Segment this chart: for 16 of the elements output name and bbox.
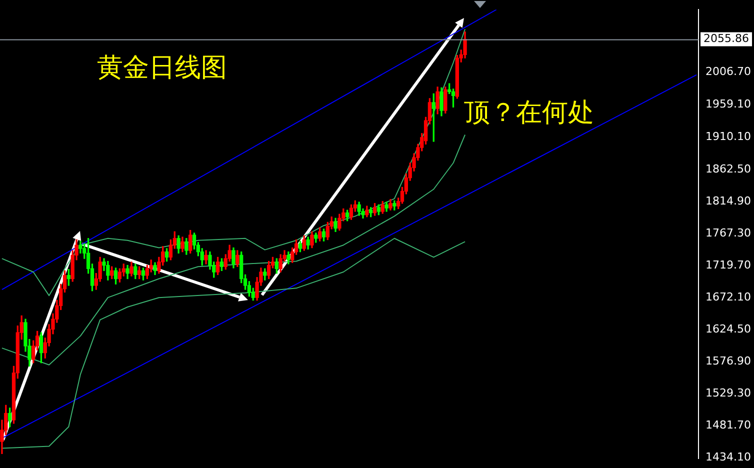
- text: 黄金日线图: [97, 53, 227, 83]
- y-tick-label: 1719.70: [706, 258, 752, 272]
- y-tick-label: 1814.90: [706, 194, 752, 208]
- y-tick-label: 1862.50: [706, 162, 752, 176]
- y-tick-label: 1910.10: [706, 130, 752, 144]
- y-tick-label: 1481.70: [706, 418, 752, 432]
- y-tick-label: 1624.50: [706, 322, 752, 336]
- ref-line-label: 2055.86: [704, 32, 750, 46]
- y-tick-label: 1576.90: [706, 354, 752, 368]
- y-tick-label: 2006.70: [706, 65, 752, 78]
- y-tick-label: 1959.10: [706, 97, 752, 110]
- y-tick-label: 1767.30: [706, 226, 752, 240]
- y-tick-label: 1434.10: [706, 450, 752, 464]
- y-tick-label: 1672.10: [706, 290, 752, 304]
- annotation: 顶？在何处: [464, 98, 594, 128]
- y-tick-label: 1529.30: [706, 386, 752, 400]
